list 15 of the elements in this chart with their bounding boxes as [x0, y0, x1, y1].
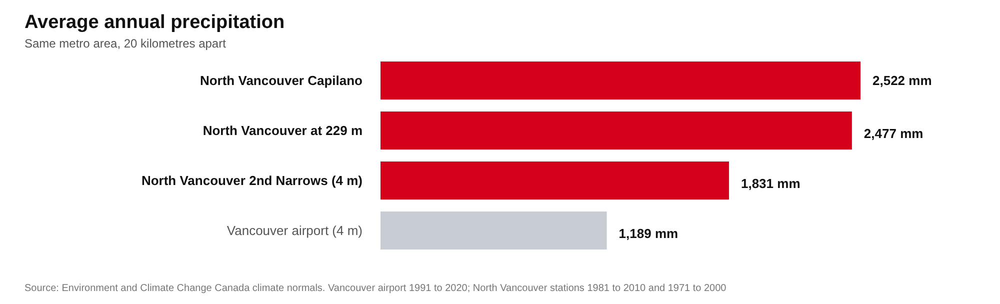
data-label: 1,189 mm [618, 226, 678, 241]
bar [380, 62, 860, 100]
y-tick-label: Vancouver airport (4 m) [226, 223, 363, 238]
y-tick-label: North Vancouver Capilano [200, 73, 363, 88]
source-note: Source: Environment and Climate Change Canada climate normals. Vancouver airport 1991 to 2020; North Vancouver stations 1981 to 2010 and 1971 to 2000 [24, 283, 727, 294]
data-label: 2,522 mm [872, 73, 932, 88]
data-label: 1,831 mm [740, 176, 800, 191]
bar [380, 212, 607, 250]
bar [380, 112, 852, 150]
bar [380, 162, 729, 200]
data-label: 2,477 mm [864, 126, 924, 141]
y-tick-label: North Vancouver 2nd Narrows (4 m) [141, 173, 363, 188]
y-tick-label: North Vancouver at 229 m [202, 123, 363, 138]
text: Same metro area, 20 kilometres apart [24, 36, 227, 50]
text: Average annual precipitation [24, 12, 285, 33]
